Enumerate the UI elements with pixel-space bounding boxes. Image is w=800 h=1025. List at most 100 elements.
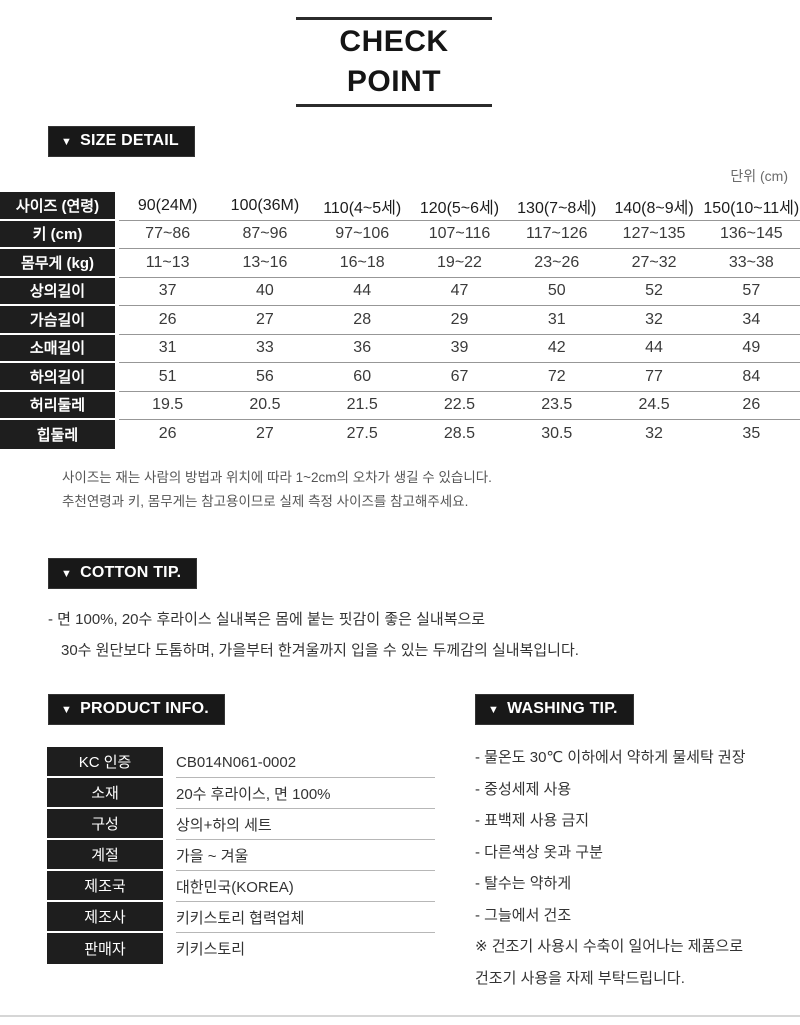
washing-tip-line: - 탈수는 약하게 <box>475 875 572 892</box>
size-cell: 28 <box>353 310 372 328</box>
size-row-values: 31 33 36 39 42 44 49 <box>119 335 800 363</box>
size-row-values: 26 27 27.5 28.5 30.5 32 35 <box>119 420 800 449</box>
size-cell: 37 <box>158 282 177 300</box>
product-info-label: 구성 <box>47 809 163 840</box>
size-table-row: 사이즈 (연령) 90(24M) 100(36M) 110(4~5세) 120(5~6세… <box>0 192 800 221</box>
product-info-row: 소재 20수 후라이스, 면 100% <box>47 778 435 809</box>
size-row-values: 26 27 28 29 31 32 34 <box>119 306 800 335</box>
washing-tip-line: - 물온도 30℃ 이하에서 약하게 물세탁 권장 <box>475 749 746 766</box>
triangle-down-icon: ▼ <box>61 567 73 580</box>
washing-tip-line: - 그늘에서 건조 <box>475 906 572 924</box>
size-cell: 97~106 <box>335 225 390 243</box>
size-cell: 23~26 <box>534 253 580 271</box>
size-row-label: 키 (cm) <box>0 220 115 249</box>
size-cell: 150(10~11세) <box>703 199 800 217</box>
product-info-row: 구성 상의+하의 세트 <box>47 809 435 840</box>
size-cell: 140(8~9세) <box>614 199 694 217</box>
washing-tip-line: 건조기 사용을 자제 부탁드립니다. <box>475 969 685 987</box>
size-cell: 29 <box>450 310 469 328</box>
product-info-value: 대한민국(KOREA) <box>176 871 435 902</box>
size-cell: 87~96 <box>242 225 288 243</box>
size-cell: 130(7~8세) <box>517 199 597 217</box>
size-row-label: 가슴길이 <box>0 306 115 335</box>
size-cell: 100(36M) <box>230 196 300 214</box>
product-info-label: 판매자 <box>47 933 163 964</box>
size-row-label: 허리둘레 <box>0 391 115 420</box>
washing-tip-badge: ▼ WASHING TIP. <box>475 694 634 725</box>
product-info-value: 키키스토리 <box>176 941 246 958</box>
washing-tip-text: - 물온도 30℃ 이하에서 약하게 물세탁 권장 - 중성세제 사용 - 표백제 … <box>475 742 746 994</box>
size-notes: 사이즈는 재는 사람의 방법과 위치에 따라 1~2cm의 오차가 생길 수 있… <box>62 466 492 514</box>
cotton-tip-line: - 면 100%, 20수 후라이스 실내복은 몸에 붙는 핏감이 좋은 실내복… <box>48 611 486 628</box>
size-row-values: 11~13 13~16 16~18 19~22 23~26 27~32 33~38 <box>119 249 800 278</box>
size-cell: 84 <box>742 367 761 385</box>
product-info-value: 상의+하의 세트 <box>176 809 435 840</box>
size-cell: 72 <box>547 367 566 385</box>
size-row-label: 소매길이 <box>0 334 115 363</box>
size-cell: 19~22 <box>437 253 482 271</box>
size-row-values: 90(24M) 100(36M) 110(4~5세) 120(5~6세) 130(7~8… <box>119 192 800 221</box>
product-info-badge: ▼ PRODUCT INFO. <box>48 694 225 725</box>
size-table-row: 가슴길이 26 27 28 29 31 32 34 <box>0 306 800 335</box>
triangle-down-icon: ▼ <box>61 703 73 716</box>
product-info-badge-label: PRODUCT INFO. <box>80 700 209 717</box>
product-info-table: KC 인증 CB014N061-0002 소재 20수 후라이스, 면 100% 구성 상… <box>47 747 435 964</box>
size-cell: 34 <box>742 310 761 328</box>
size-cell: 32 <box>645 310 663 328</box>
product-info-value: 가을 ~ 겨울 <box>176 840 435 871</box>
product-info-row: 제조사 키키스토리 협력업체 <box>47 902 435 933</box>
size-cell: 52 <box>645 282 663 300</box>
size-row-label: 하의길이 <box>0 363 115 392</box>
product-info-label: 제조국 <box>47 871 163 902</box>
product-info-row: KC 인증 CB014N061-0002 <box>47 747 435 778</box>
size-cell: 36 <box>353 339 372 357</box>
product-info-label: 계절 <box>47 840 163 871</box>
product-info-row: 계절 가을 ~ 겨울 <box>47 840 435 871</box>
product-info-value: 키키스토리 협력업체 <box>176 902 435 933</box>
size-table: 사이즈 (연령) 90(24M) 100(36M) 110(4~5세) 120(5~6세… <box>0 192 800 449</box>
size-cell: 40 <box>256 282 274 300</box>
title-bottom-rule <box>296 104 492 107</box>
size-table-row: 몸무게 (kg) 11~13 13~16 16~18 19~22 23~26 27~32 33… <box>0 249 800 278</box>
cotton-tip-badge: ▼ COTTON TIP. <box>48 558 198 589</box>
title-top-rule <box>296 17 492 20</box>
size-cell: 107~116 <box>428 225 491 243</box>
size-cell: 31 <box>158 339 177 357</box>
size-cell: 11~13 <box>145 253 190 271</box>
size-cell: 67 <box>450 367 469 385</box>
product-info-row: 판매자 키키스토리 <box>47 933 435 964</box>
size-row-label: 힙둘레 <box>0 420 115 449</box>
size-cell: 30.5 <box>541 425 573 443</box>
size-cell: 13~16 <box>242 253 288 271</box>
washing-tip-line: - 중성세제 사용 <box>475 780 572 798</box>
size-table-row: 하의길이 51 56 60 67 72 77 84 <box>0 363 800 392</box>
cotton-tip-text: - 면 100%, 20수 후라이스 실내복은 몸에 붙는 핏감이 좋은 실내복… <box>48 604 579 666</box>
size-cell: 56 <box>256 367 274 385</box>
size-cell: 49 <box>742 339 761 357</box>
size-cell: 120(5~6세) <box>419 199 500 217</box>
size-cell: 57 <box>742 282 761 300</box>
size-cell: 90(24M) <box>137 196 198 214</box>
size-cell: 28.5 <box>443 425 476 443</box>
product-info-row: 제조국 대한민국(KOREA) <box>47 871 435 902</box>
size-table-row: 키 (cm) 77~86 87~96 97~106 107~116 117~126 127~… <box>0 220 800 249</box>
cotton-tip-badge-label: COTTON TIP. <box>80 564 182 581</box>
size-cell: 44 <box>645 339 663 357</box>
size-table-row: 힙둘레 26 27 27.5 28.5 30.5 32 35 <box>0 420 800 449</box>
size-cell: 33~38 <box>728 253 774 271</box>
size-cell: 117~126 <box>525 225 588 243</box>
size-cell: 24.5 <box>638 396 670 414</box>
size-cell: 27~32 <box>631 253 677 271</box>
size-cell: 16~18 <box>339 253 385 271</box>
size-row-label: 상의길이 <box>0 277 115 306</box>
size-row-label: 몸무게 (kg) <box>0 249 115 278</box>
size-cell: 127~135 <box>622 225 686 243</box>
size-row-values: 77~86 87~96 97~106 107~116 117~126 127~135 136… <box>119 221 800 249</box>
size-cell: 51 <box>158 367 177 385</box>
size-detail-badge-label: SIZE DETAIL <box>80 132 179 149</box>
washing-tip-badge-label: WASHING TIP. <box>507 700 618 717</box>
unit-label: 단위 (cm) <box>730 168 788 184</box>
size-cell: 20.5 <box>249 396 281 414</box>
triangle-down-icon: ▼ <box>488 703 500 716</box>
product-info-value: 20수 후라이스, 면 100% <box>176 778 435 809</box>
